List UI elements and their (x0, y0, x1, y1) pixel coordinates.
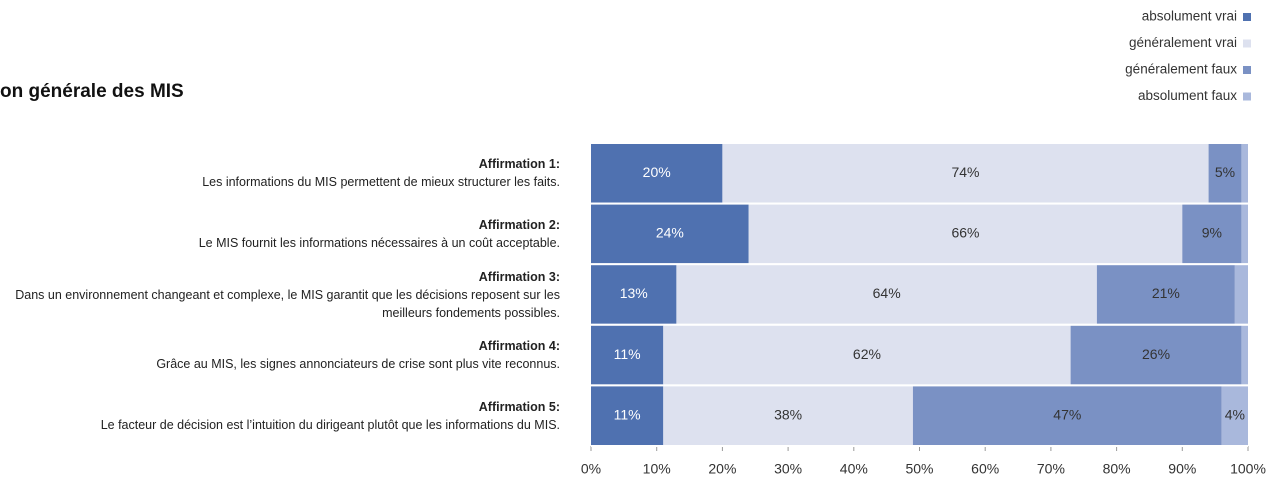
value-label: 11% (614, 406, 641, 422)
category-label: Affirmation 5: Le facteur de décision est… (0, 398, 560, 434)
category-heading: Affirmation 1: (478, 157, 560, 172)
category-heading: Affirmation 2: (478, 217, 560, 232)
bar-segment (591, 144, 723, 203)
legend-swatch (1243, 66, 1251, 74)
bar-segment (1234, 265, 1248, 324)
value-label: 62% (853, 346, 881, 362)
bar-segment (722, 144, 1209, 203)
legend-swatch (1243, 39, 1251, 48)
bar-segment (591, 386, 664, 445)
bar-segment (1221, 386, 1248, 445)
category-description: Le MIS fournit les informations nécessai… (198, 235, 560, 250)
x-tick-label: 60% (971, 461, 999, 477)
value-label: 38% (774, 406, 802, 422)
bar-segment (591, 265, 677, 324)
category-label: Affirmation 4: Grâce au MIS, les signes a… (0, 337, 560, 373)
value-label: 66% (951, 225, 979, 241)
category-heading: Affirmation 3: (478, 269, 560, 284)
value-label: 20% (643, 164, 671, 180)
value-label: 5% (1215, 164, 1235, 180)
value-label: 64% (873, 285, 901, 301)
legend-swatch (1243, 13, 1251, 21)
x-tick-label: 40% (840, 461, 868, 477)
bar-segment (663, 325, 1071, 385)
x-tick-label: 100% (1230, 461, 1266, 477)
bar-segment (1241, 204, 1248, 264)
value-label: 21% (1152, 285, 1180, 301)
bar-segment (676, 265, 1097, 324)
legend-label: absolument vrai (1142, 9, 1237, 24)
x-tick-label: 80% (1103, 461, 1131, 477)
value-label: 4% (1225, 406, 1245, 422)
category-description: Les informations du MIS permettent de mi… (202, 175, 560, 190)
legend-swatch (1243, 92, 1251, 101)
category-label: Affirmation 3: Dans un environnement chan… (0, 268, 560, 322)
category-description: Grâce au MIS, les signes annonciateurs d… (156, 357, 560, 372)
x-tick-label: 50% (905, 461, 933, 477)
category-description: Le facteur de décision est l’intuition d… (100, 417, 560, 432)
bar-segment (1241, 144, 1248, 203)
x-tick-label: 70% (1037, 461, 1065, 477)
value-label: 47% (1053, 406, 1081, 422)
bar-segment (748, 204, 1183, 264)
x-tick-label: 0% (581, 461, 601, 477)
bar-segment (1070, 325, 1242, 385)
category-heading: Affirmation 4: (478, 339, 560, 354)
chart-title: on générale des MIS (0, 81, 184, 102)
value-label: 26% (1142, 346, 1170, 362)
value-label: 11% (614, 346, 641, 362)
x-tick-label: 30% (774, 461, 802, 477)
bar-segment (1241, 325, 1248, 385)
legend-label: généralement faux (1125, 62, 1237, 77)
x-tick-label: 10% (643, 461, 671, 477)
x-tick-label: 90% (1168, 461, 1196, 477)
bar-segment (591, 325, 664, 385)
bar-segment (591, 204, 749, 264)
category-description: Dans un environnement changeant et compl… (15, 287, 560, 320)
category-label: Affirmation 1: Les informations du MIS pe… (0, 155, 560, 191)
bar-segment (1096, 265, 1235, 324)
category-label: Affirmation 2: Le MIS fournit les informa… (0, 216, 560, 252)
bar-segment (912, 386, 1222, 445)
value-label: 24% (656, 225, 684, 241)
bar-segment (663, 386, 913, 445)
x-tick-label: 20% (708, 461, 736, 477)
value-label: 13% (620, 285, 648, 301)
bar-segment (1182, 204, 1242, 264)
value-label: 74% (951, 164, 979, 180)
category-heading: Affirmation 5: (478, 399, 560, 414)
value-label: 9% (1202, 225, 1222, 241)
legend-label: absolument faux (1138, 88, 1237, 103)
legend-label: généralement vrai (1129, 35, 1237, 50)
bar-segment (1208, 144, 1242, 203)
